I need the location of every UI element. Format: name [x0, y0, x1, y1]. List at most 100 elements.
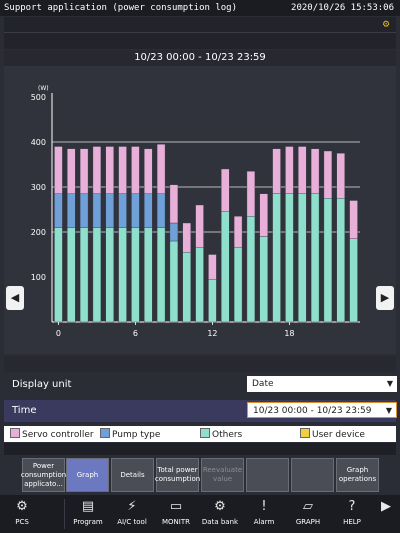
fkey-graph[interactable]: Graph	[66, 458, 109, 492]
bar-servo-controller	[208, 254, 217, 280]
chevron-down-icon: ▼	[386, 379, 393, 388]
bar-servo-controller	[105, 146, 114, 194]
range-header: 10/23 00:00 - 10/23 23:59	[4, 50, 396, 66]
bar-servo-controller	[323, 150, 333, 199]
bar-others	[298, 193, 307, 323]
bar-pump-type	[79, 193, 89, 228]
help-icon: ?	[348, 499, 356, 514]
bar-pump-type	[105, 193, 114, 228]
bar-servo-controller	[195, 204, 204, 248]
bar-servo-controller	[144, 148, 153, 194]
bar-others	[246, 216, 256, 323]
bottom-item-help[interactable]: ? HELP	[330, 495, 374, 533]
bar-servo-controller	[131, 146, 140, 194]
display-unit-label: Display unit	[12, 379, 72, 390]
bottom-item-graph[interactable]: ▱ GRAPH	[286, 495, 330, 533]
bar-servo-controller	[310, 148, 320, 194]
y-tick-label: 200	[31, 228, 46, 237]
legend-swatch	[300, 428, 310, 438]
next-button[interactable]: ▶	[376, 286, 394, 310]
bar-others	[131, 227, 140, 323]
bar-pump-type	[54, 193, 63, 228]
chart-footer-strip	[4, 356, 396, 372]
alarm-icon: !	[261, 499, 267, 514]
legend-item-user-device: User device	[300, 428, 365, 440]
bar-pump-type	[131, 193, 140, 228]
fkey-total-power[interactable]: Total power consumption	[155, 458, 200, 492]
control-bar	[4, 33, 396, 49]
legend-item-servo: Servo controller	[10, 428, 94, 440]
legend: Servo controller Pump type Others User d…	[4, 426, 396, 442]
legend-item-others: Others	[200, 428, 242, 440]
y-tick-label: 100	[31, 273, 46, 282]
bar-others	[285, 193, 294, 323]
bottom-item-aic-tool[interactable]: ⚡ AI/C tool	[110, 495, 154, 533]
bar-servo-controller	[298, 146, 307, 194]
title-bar: Support application (power consumption l…	[0, 0, 400, 16]
legend-swatch	[10, 428, 20, 438]
bar-servo-controller	[79, 148, 89, 194]
fkey-empty-2[interactable]	[291, 458, 334, 492]
y-tick-label: 300	[31, 183, 46, 192]
bar-others	[208, 279, 217, 323]
settings-icon[interactable]: ⚙	[382, 17, 390, 30]
fkey-reevaluate[interactable]: Reevaluate value	[201, 458, 244, 492]
sub-bar	[4, 17, 396, 33]
bar-servo-controller	[246, 171, 256, 217]
bottom-item-data-bank[interactable]: ⚙ Data bank	[198, 495, 242, 533]
time-label: Time	[12, 405, 37, 416]
bar-servo-controller	[182, 222, 191, 253]
bar-others	[144, 227, 153, 323]
time-select[interactable]: 10/23 00:00 - 10/23 23:59 ▼	[247, 402, 397, 418]
divider	[64, 499, 65, 529]
display-unit-value: Date	[252, 379, 274, 389]
bar-servo-controller	[118, 146, 127, 194]
bar-servo-controller	[233, 216, 243, 248]
bar-servo-controller	[259, 193, 268, 237]
bar-servo-controller	[285, 146, 294, 194]
bar-others	[54, 227, 63, 323]
bar-servo-controller	[67, 148, 76, 194]
x-tick-label: 6	[133, 329, 138, 338]
legend-swatch	[200, 428, 210, 438]
display-unit-select[interactable]: Date ▼	[247, 376, 397, 392]
x-tick-label: 12	[207, 329, 217, 338]
time-value: 10/23 00:00 - 10/23 23:59	[253, 406, 372, 416]
bar-servo-controller	[272, 148, 281, 194]
bottom-item-alarm[interactable]: ! Alarm	[242, 495, 286, 533]
bottom-item-program[interactable]: ▤ Program	[66, 495, 110, 533]
y-tick-label: 500	[31, 93, 46, 102]
bar-servo-controller	[169, 184, 179, 224]
bar-others	[67, 227, 76, 323]
robot-icon: ⚙	[16, 499, 28, 514]
prev-button[interactable]: ◀	[6, 286, 24, 310]
bottom-item-monitr[interactable]: ▭ MONITR	[154, 495, 198, 533]
bar-pump-type	[92, 193, 102, 228]
y-tick-label: 400	[31, 138, 46, 147]
x-tick-label: 18	[284, 329, 294, 338]
display-unit-row: Display unit Date ▼	[4, 374, 397, 396]
bar-others	[118, 227, 127, 323]
bar-others	[221, 211, 230, 323]
bar-others	[259, 236, 268, 323]
bottom-item-pcs[interactable]: ⚙ PCS	[0, 495, 44, 533]
bar-pump-type	[156, 193, 166, 228]
bar-pump-type	[144, 193, 153, 228]
tool-icon: ⚡	[127, 499, 137, 514]
fkey-empty-1[interactable]	[246, 458, 289, 492]
fkey-graph-operations[interactable]: Graph operations	[336, 458, 379, 492]
separator	[4, 443, 396, 455]
program-icon: ▤	[81, 499, 95, 514]
bottom-bar: ⚙ PCS ▤ Program ⚡ AI/C tool ▭ MONITR ⚙ Data b…	[0, 495, 400, 533]
bar-others	[323, 198, 333, 323]
bar-others	[92, 227, 102, 323]
fkey-power-consumption[interactable]: Power consumption applicato...	[21, 458, 66, 492]
bottom-next-button[interactable]: ▶	[372, 495, 400, 533]
bar-others	[182, 252, 191, 323]
bar-others	[336, 198, 345, 323]
bar-others	[233, 247, 243, 323]
fkey-details[interactable]: Details	[111, 458, 154, 492]
chevron-right-icon: ▶	[381, 499, 391, 514]
bar-servo-controller	[92, 146, 102, 194]
bar-others	[272, 193, 281, 323]
